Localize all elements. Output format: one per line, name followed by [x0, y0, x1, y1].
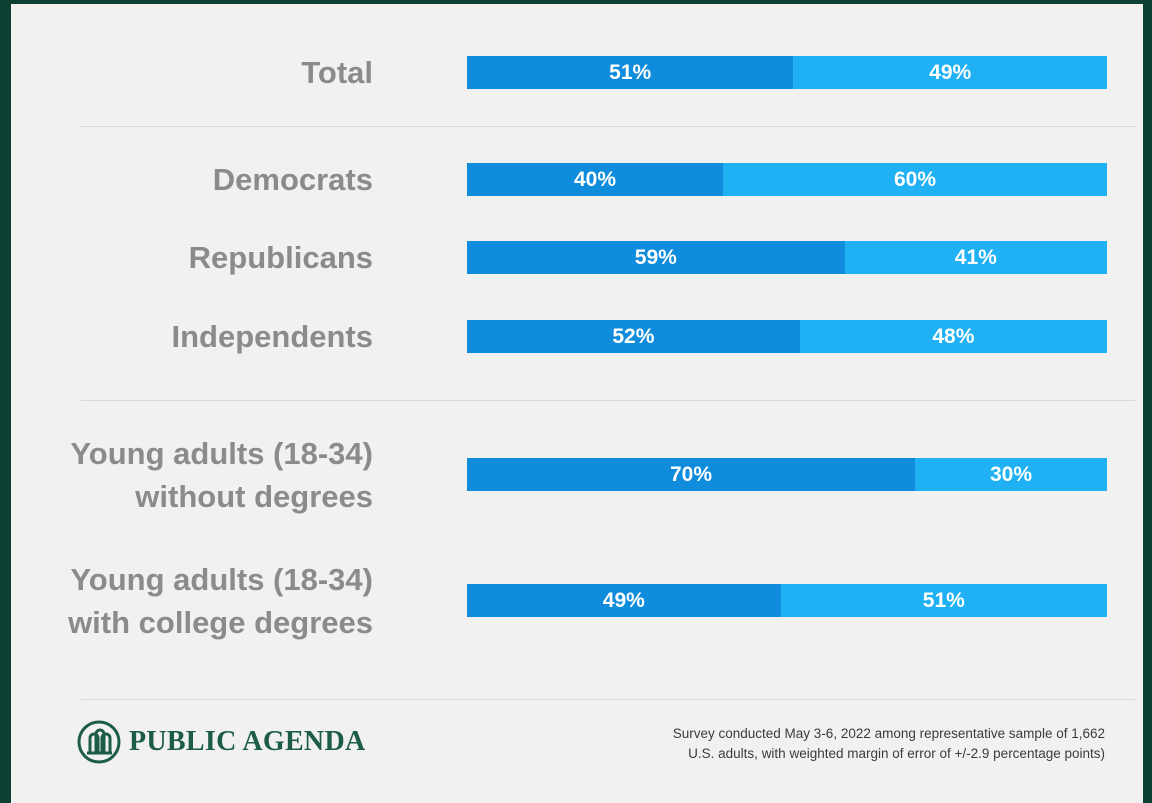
stacked-bar: 59% 41% [467, 241, 1107, 274]
bar-segment: 30% [915, 458, 1107, 491]
category-label: Total [301, 51, 373, 94]
data-label: 51% [922, 588, 965, 612]
data-label: 52% [612, 324, 655, 348]
survey-footnote: Survey conducted May 3-6, 2022 among rep… [485, 724, 1105, 764]
bar-segment: 52% [467, 320, 800, 353]
public-agenda-logo-icon [77, 720, 121, 764]
stacked-bar: 52% 48% [467, 320, 1107, 353]
category-label-line: without degrees [135, 478, 373, 514]
data-label: 70% [669, 462, 713, 486]
bar-segment: 59% [467, 241, 845, 274]
bar-segment: 49% [793, 56, 1107, 89]
public-agenda-logo: PUBLIC AGENDA [77, 720, 366, 764]
category-label-line: Independents [171, 319, 373, 354]
category-label-line: Young adults (18-34) [70, 561, 373, 597]
category-label-line: Democrats [212, 162, 373, 197]
group-divider [81, 126, 1135, 127]
logo-text: PUBLIC AGENDA [129, 726, 366, 757]
category-label-line: Republicans [188, 240, 373, 275]
data-label: 40% [573, 167, 617, 191]
category-label: Republicans [189, 236, 373, 279]
bar-segment: 40% [467, 163, 723, 196]
category-label: Young adults (18-34) without degrees [70, 432, 373, 518]
footnote-line-2: U.S. adults, with weighted margin of err… [688, 746, 1105, 761]
category-label: Young adults (18-34) with college degrees [68, 558, 373, 644]
category-label-line: Young adults (18-34) [70, 435, 373, 471]
data-label: 51% [609, 60, 652, 84]
data-label: 60% [893, 167, 937, 191]
group-divider [81, 400, 1135, 401]
bar-segment: 70% [467, 458, 915, 491]
bar-segment: 41% [844, 241, 1107, 274]
data-label: 41% [954, 245, 997, 269]
bar-segment: 60% [723, 163, 1107, 196]
bar-segment: 49% [467, 584, 781, 617]
data-label: 30% [989, 462, 1033, 486]
data-label: 48% [932, 324, 975, 348]
stacked-bar: 49% 51% [467, 584, 1107, 617]
data-label: 49% [929, 60, 972, 84]
footnote-line-1: Survey conducted May 3-6, 2022 among rep… [672, 726, 1105, 741]
category-label: Democrats [213, 158, 373, 201]
category-label-line: Total [301, 55, 373, 90]
stacked-bar: 70% 30% [467, 458, 1107, 491]
category-label-line: with college degrees [68, 604, 373, 640]
stacked-bar: 40% 60% [467, 163, 1107, 196]
category-label: Independents [171, 315, 373, 358]
group-divider [81, 699, 1135, 700]
data-label: 49% [602, 588, 645, 612]
data-label: 59% [634, 245, 677, 269]
bar-segment: 51% [467, 56, 794, 89]
chart-card: Total 51% 49% Democrats 40% 60% Republicans 59%… [11, 4, 1143, 803]
bar-segment: 51% [780, 584, 1107, 617]
bar-segment: 48% [799, 320, 1107, 353]
stacked-bar: 51% 49% [467, 56, 1107, 89]
